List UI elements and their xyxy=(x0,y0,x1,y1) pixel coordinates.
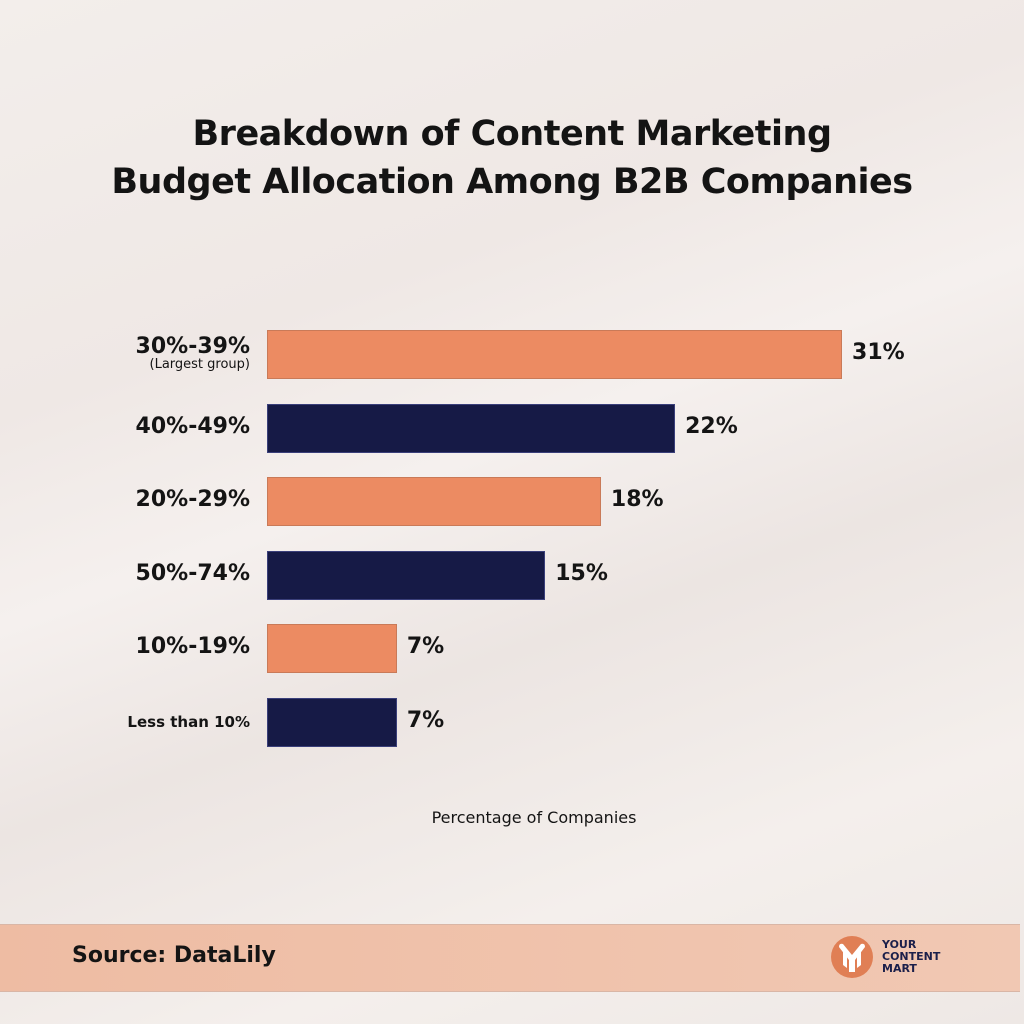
value-label: 7% xyxy=(406,708,445,733)
category-label: 20%-29% xyxy=(0,487,250,512)
logo-text: YOUR CONTENT MART xyxy=(882,939,940,975)
category-text: 40%-49% xyxy=(135,413,250,439)
bar xyxy=(267,477,601,527)
title-line-1: Breakdown of Content Marketing xyxy=(192,114,833,154)
bar xyxy=(267,698,397,747)
logo-text-line: MART xyxy=(882,962,917,975)
category-text: 10%-19% xyxy=(135,634,250,660)
category-text: Less than 10% xyxy=(127,713,250,731)
bar xyxy=(267,403,676,453)
value-label: 22% xyxy=(685,413,738,439)
category-label: 10%-19% xyxy=(0,634,250,659)
category-label: Less than 10% xyxy=(0,713,250,731)
title-line-2: Budget Allocation Among B2B Companies xyxy=(111,162,913,202)
value-label: 15% xyxy=(555,560,608,586)
category-text: 30%-39% xyxy=(135,334,250,359)
footer-banner: Source: DataLily YOUR CONTENT MART xyxy=(0,924,1020,992)
logo-icon xyxy=(831,936,873,978)
bar xyxy=(267,624,397,674)
category-label: 50%-74% xyxy=(0,561,250,586)
source-text: Source: DataLily xyxy=(72,943,276,968)
category-subtext: (Largest group) xyxy=(149,357,250,372)
category-text: 20%-29% xyxy=(135,487,250,513)
category-label: 40%-49% xyxy=(0,414,250,439)
value-label: 18% xyxy=(610,487,664,513)
category-label: 30%-39% (Largest group) xyxy=(0,334,250,372)
bar xyxy=(267,330,843,379)
value-label: 31% xyxy=(852,340,905,365)
category-text: 50%-74% xyxy=(135,560,250,586)
x-axis-label: Percentage of Companies xyxy=(431,808,637,827)
logo-text-line: YOUR xyxy=(882,938,917,951)
bar xyxy=(267,550,546,600)
logo-text-line: CONTENT xyxy=(882,950,941,963)
value-label: 7% xyxy=(406,634,445,660)
chart-title: Breakdown of Content Marketing Budget Al… xyxy=(0,110,1024,206)
brand-logo: YOUR CONTENT MART xyxy=(830,935,940,979)
